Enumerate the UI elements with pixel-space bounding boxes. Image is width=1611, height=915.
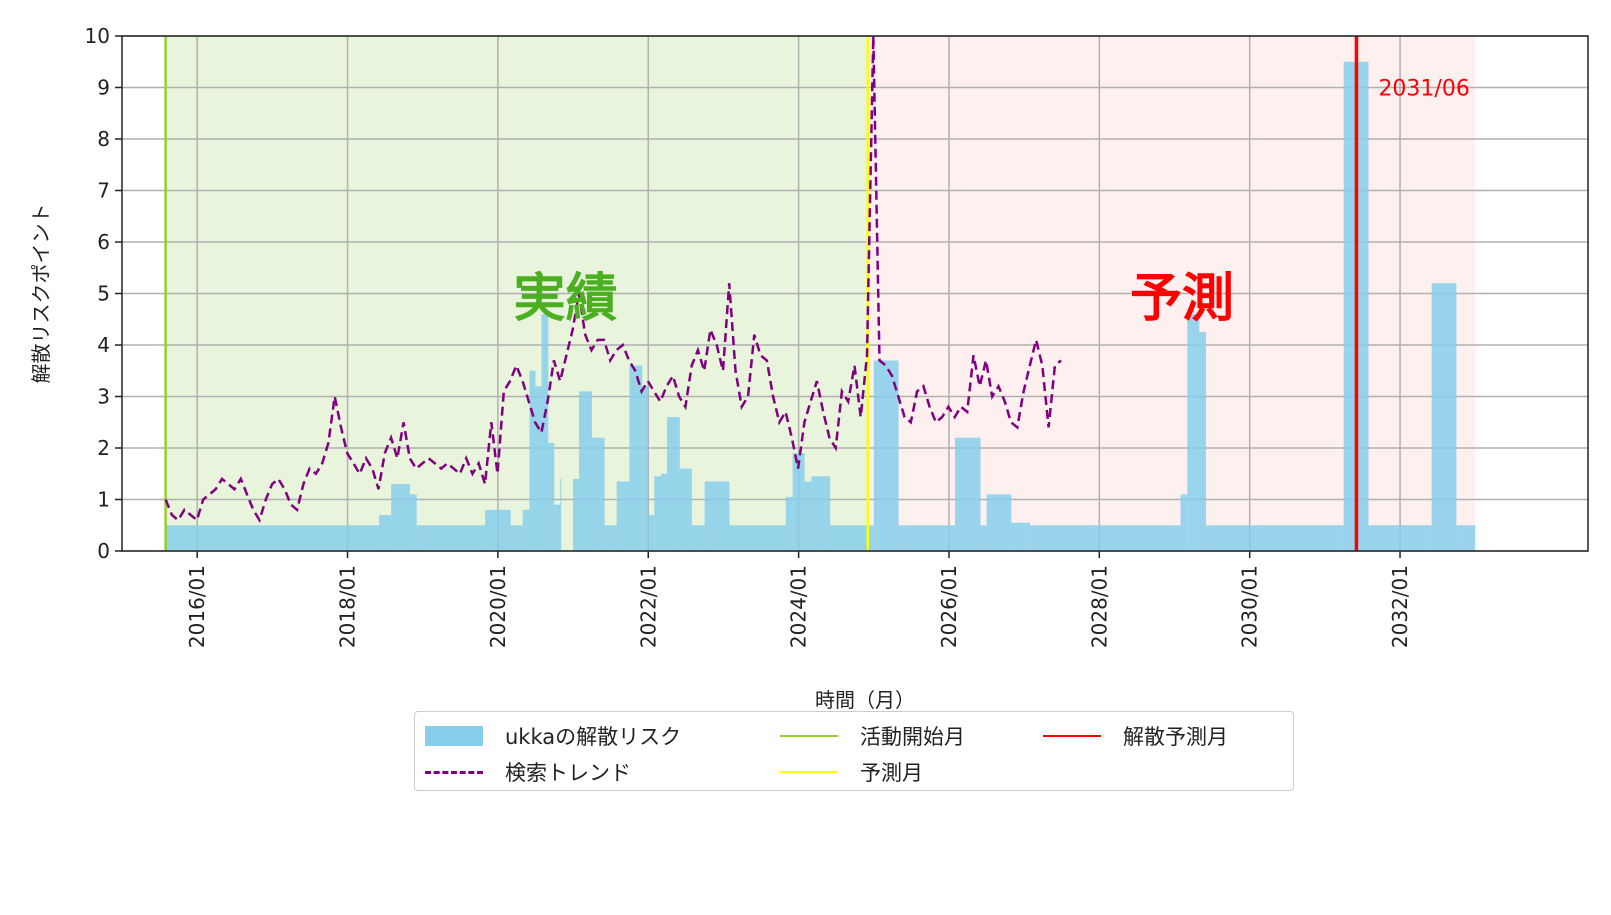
risk-bar (535, 386, 542, 551)
x-tick-label: 2026/01 (937, 565, 961, 648)
risk-bar (898, 525, 955, 551)
risk-bar (1030, 525, 1181, 551)
legend-item-forecast-month: 予測月 (780, 757, 923, 787)
risk-bar (792, 453, 805, 551)
forecast-region-label: 予測 (1130, 269, 1234, 329)
risk-bar (541, 314, 549, 551)
risk-bar (548, 442, 555, 551)
x-tick-label: 2028/01 (1087, 565, 1111, 648)
risk-bar (1206, 525, 1344, 551)
risk-bar (165, 525, 380, 551)
risk-bar (604, 525, 617, 551)
risk-bar (409, 494, 417, 551)
y-tick-label: 0 (97, 539, 110, 563)
risk-bar (416, 525, 486, 551)
risk-bar (1456, 525, 1476, 551)
risk-bar (785, 496, 793, 551)
risk-bar (485, 509, 511, 551)
y-axis-label: 解散リスクポイント (29, 204, 53, 384)
risk-bar (811, 476, 831, 551)
risk-bar (704, 481, 730, 551)
risk-bar (591, 437, 605, 551)
risk-bar (729, 525, 786, 551)
legend-item-risk: ukkaの解散リスク (425, 721, 681, 751)
risk-bar (691, 525, 705, 551)
x-tick-label: 2024/01 (787, 565, 811, 648)
risk-bar (554, 504, 561, 551)
risk-bar (379, 514, 392, 551)
risk-bar (573, 478, 580, 551)
legend-item-activity-start: 活動開始月 (780, 721, 965, 751)
risk-bar (560, 478, 562, 551)
risk-bar (579, 391, 592, 551)
risk-bar (980, 525, 987, 551)
y-tick-label: 5 (97, 282, 110, 306)
risk-bar (510, 525, 517, 551)
y-tick-label: 9 (97, 76, 110, 100)
legend-swatch-activity-start (780, 735, 838, 737)
legend-swatch-risk (425, 726, 483, 746)
x-tick-label: 2020/01 (486, 565, 510, 648)
risk-bar (616, 481, 630, 551)
risk-bar (830, 525, 874, 551)
actual-region-label: 実績 (514, 269, 618, 329)
risk-bar (1011, 522, 1031, 551)
risk-bar (642, 386, 649, 551)
x-tick-label: 2030/01 (1238, 565, 1262, 648)
legend-swatch-trend (425, 770, 483, 774)
dissolution-month-annotation: 2031/06 (1378, 77, 1469, 102)
y-tick-label: 3 (97, 385, 110, 409)
y-tick-label: 8 (97, 127, 110, 151)
y-tick-label: 10 (85, 24, 110, 48)
risk-bar (529, 370, 536, 551)
x-axis-label: 時間（月） (815, 688, 915, 712)
risk-bar (1368, 525, 1432, 551)
legend-label-trend: 検索トレンド (505, 761, 631, 785)
legend-label-activity-start: 活動開始月 (860, 725, 965, 749)
legend-label-risk: ukkaの解散リスク (505, 725, 682, 749)
risk-bar (648, 514, 655, 551)
y-tick-label: 1 (97, 488, 110, 512)
risk-bar (522, 509, 530, 551)
legend: ukkaの解散リスク 検索トレンド 活動開始月 予測月 解散予測月 (414, 711, 1294, 791)
risk-bar (629, 365, 643, 551)
legend-swatch-forecast-month (780, 771, 838, 773)
risk-bar (1431, 283, 1457, 551)
risk-bar (954, 437, 981, 551)
risk-bar (873, 360, 899, 551)
risk-bar (516, 525, 523, 551)
risk-bar (391, 484, 410, 551)
risk-bar (661, 473, 668, 551)
legend-swatch-dissolution-month (1043, 735, 1101, 737)
legend-label-dissolution-month: 解散予測月 (1123, 725, 1228, 749)
legend-item-trend: 検索トレンド (425, 757, 631, 787)
risk-bar (1199, 332, 1207, 551)
x-tick-label: 2022/01 (636, 565, 660, 648)
risk-bar (986, 494, 1012, 551)
risk-bar (1187, 314, 1200, 551)
x-tick-label: 2016/01 (185, 565, 209, 648)
y-tick-label: 6 (97, 230, 110, 254)
y-tick-label: 4 (97, 333, 110, 357)
risk-bar (804, 481, 812, 551)
search-trend-line (164, 35, 1062, 524)
risk-bar (667, 417, 680, 551)
legend-item-dissolution-month: 解散予測月 (1043, 721, 1228, 751)
risk-bar (654, 476, 662, 551)
risk-bar (1180, 494, 1188, 551)
x-tick-label: 2032/01 (1388, 565, 1412, 648)
risk-bar (679, 468, 692, 551)
y-tick-label: 7 (97, 179, 110, 203)
legend-label-forecast-month: 予測月 (860, 761, 923, 785)
y-tick-label: 2 (97, 436, 110, 460)
x-tick-label: 2018/01 (336, 565, 360, 648)
